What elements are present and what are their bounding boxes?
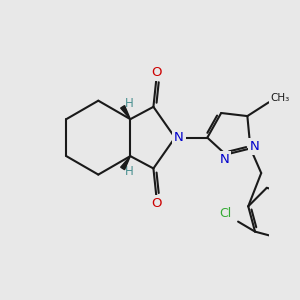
Text: Cl: Cl [220, 207, 232, 220]
Text: N: N [174, 131, 184, 144]
Polygon shape [121, 106, 130, 119]
Text: H: H [124, 97, 133, 110]
Text: H: H [124, 165, 133, 178]
Text: N: N [219, 153, 229, 166]
Text: CH₃: CH₃ [270, 93, 289, 103]
Text: O: O [151, 196, 162, 210]
Polygon shape [121, 156, 130, 170]
Text: N: N [250, 140, 260, 153]
Text: O: O [151, 66, 162, 79]
